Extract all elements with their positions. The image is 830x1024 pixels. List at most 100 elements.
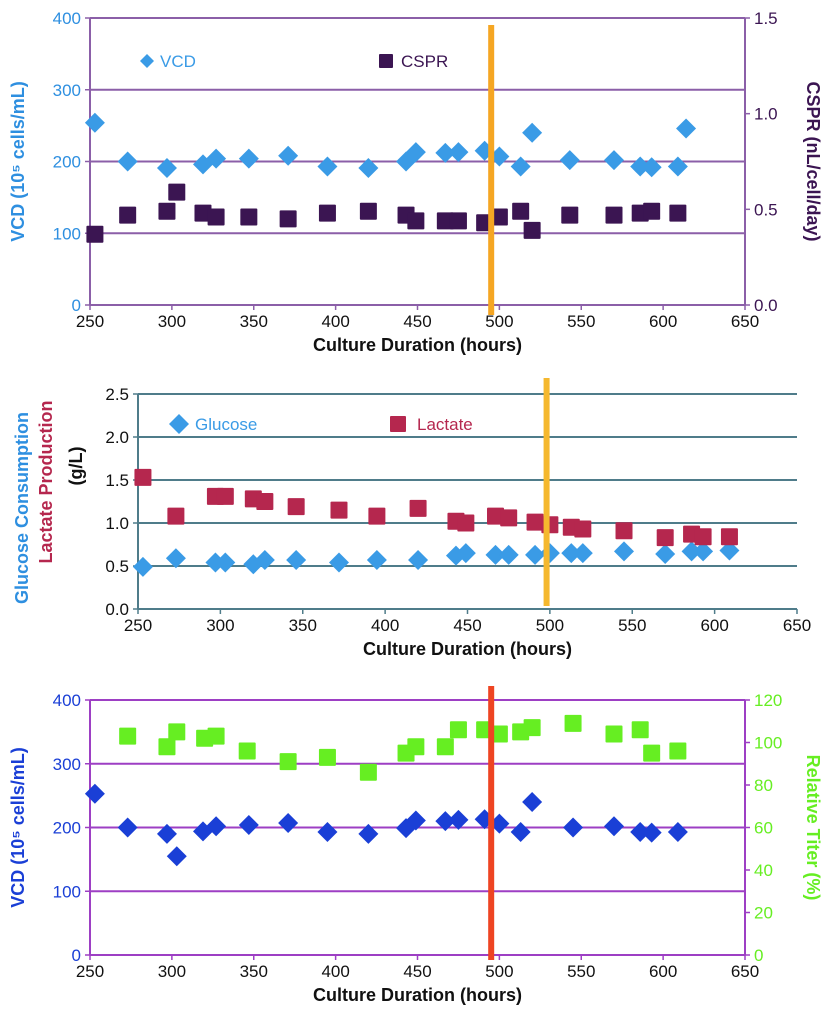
data-point (449, 212, 467, 230)
data-point (119, 727, 137, 745)
y2-tick-label: 80 (754, 776, 773, 795)
data-point (407, 212, 425, 230)
data-point (405, 810, 426, 831)
data-point (693, 541, 714, 562)
legend-vcd-marker (140, 54, 154, 68)
data-point (522, 792, 543, 812)
data-point (676, 118, 697, 139)
data-point (286, 549, 307, 570)
data-point (117, 151, 138, 172)
data-point (243, 554, 264, 575)
data-point (489, 146, 510, 167)
legend-glucose-label: Glucose (195, 415, 257, 434)
data-point (643, 202, 661, 220)
x-tick-label: 250 (76, 312, 104, 331)
data-point (167, 507, 185, 525)
data-point (407, 738, 425, 756)
data-point (435, 811, 456, 832)
data-point (318, 204, 336, 222)
data-point (656, 529, 674, 547)
data-point (669, 742, 687, 760)
x-tick-label: 400 (371, 616, 399, 635)
data-point (631, 721, 649, 739)
data-point (522, 122, 543, 143)
data-point (368, 507, 386, 525)
data-point (605, 725, 623, 743)
x-tick-label: 250 (124, 616, 152, 635)
data-point (487, 507, 505, 525)
x-tick-label: 600 (649, 962, 677, 981)
data-point (448, 809, 469, 830)
data-point (405, 142, 426, 163)
y-tick-label: 1.5 (105, 471, 129, 490)
data-point (132, 556, 153, 577)
y-axis-title: VCD (10⁵ cells/mL) (8, 81, 28, 242)
legend-vcd-label: VCD (160, 52, 196, 71)
y2-tick-label: 0.5 (754, 200, 778, 219)
data-point (490, 208, 508, 226)
y-tick-label: 200 (53, 819, 81, 838)
data-point (238, 742, 256, 760)
y-tick-label: 0.0 (105, 600, 129, 619)
data-point (559, 150, 580, 171)
y-axis-title-lactate: Lactate Production (36, 400, 56, 563)
data-point (667, 821, 688, 842)
y2-tick-label: 20 (754, 904, 773, 923)
y-tick-label: 300 (53, 755, 81, 774)
y2-tick-label: 1.0 (754, 105, 778, 124)
data-point (254, 549, 275, 570)
data-point (526, 513, 544, 531)
x-axis-title: Culture Duration (hours) (313, 985, 522, 1005)
legend-cspr-marker (379, 54, 393, 68)
data-point (561, 543, 582, 564)
x-tick-label: 400 (321, 962, 349, 981)
data-point (523, 221, 541, 239)
data-point (156, 823, 177, 844)
data-point (605, 206, 623, 224)
data-point (525, 544, 546, 565)
x-tick-label: 300 (206, 616, 234, 635)
y-tick-label: 200 (53, 153, 81, 172)
data-point (500, 509, 518, 527)
series-relative-titer (119, 714, 687, 781)
chart-1: 250 300 350 400 450 500 550 600 650 0 100 200 300 400… (8, 9, 823, 355)
data-point (256, 493, 274, 510)
data-point (366, 549, 387, 570)
data-point (194, 204, 212, 222)
data-point (409, 499, 427, 517)
y-axis-title-unit: (g/L) (66, 447, 86, 486)
data-point (359, 202, 377, 220)
legend-lactate-marker (390, 416, 406, 432)
data-point (207, 727, 225, 745)
x-tick-label: 300 (158, 962, 186, 981)
x-tick-label: 350 (240, 312, 268, 331)
x-tick-label: 600 (649, 312, 677, 331)
y-tick-label: 0 (72, 946, 81, 965)
x-tick-label: 450 (453, 616, 481, 635)
data-point (358, 823, 379, 844)
x-tick-label: 450 (403, 312, 431, 331)
y2-axis-title: Relative Titer (%) (803, 755, 823, 901)
x-tick-label: 650 (783, 616, 811, 635)
series-vcd (84, 112, 697, 178)
chart-3: 250 300 350 400 450 500 550 600 6500100200300400… (8, 686, 823, 1005)
y2-tick-label: 40 (754, 861, 773, 880)
data-point (287, 498, 305, 516)
data-point (119, 206, 137, 224)
x-tick-label: 500 (485, 962, 513, 981)
data-point (166, 846, 187, 867)
data-point (238, 814, 259, 835)
data-point (681, 541, 702, 562)
data-point (436, 738, 454, 756)
y-tick-label: 400 (53, 9, 81, 28)
data-point (435, 142, 456, 163)
data-point (117, 817, 138, 838)
data-point (238, 148, 259, 169)
data-point (563, 817, 584, 838)
data-point (615, 522, 633, 540)
data-point (168, 183, 186, 201)
data-point (436, 212, 454, 230)
data-point (215, 552, 236, 573)
data-point (318, 748, 336, 766)
data-point (561, 206, 579, 224)
